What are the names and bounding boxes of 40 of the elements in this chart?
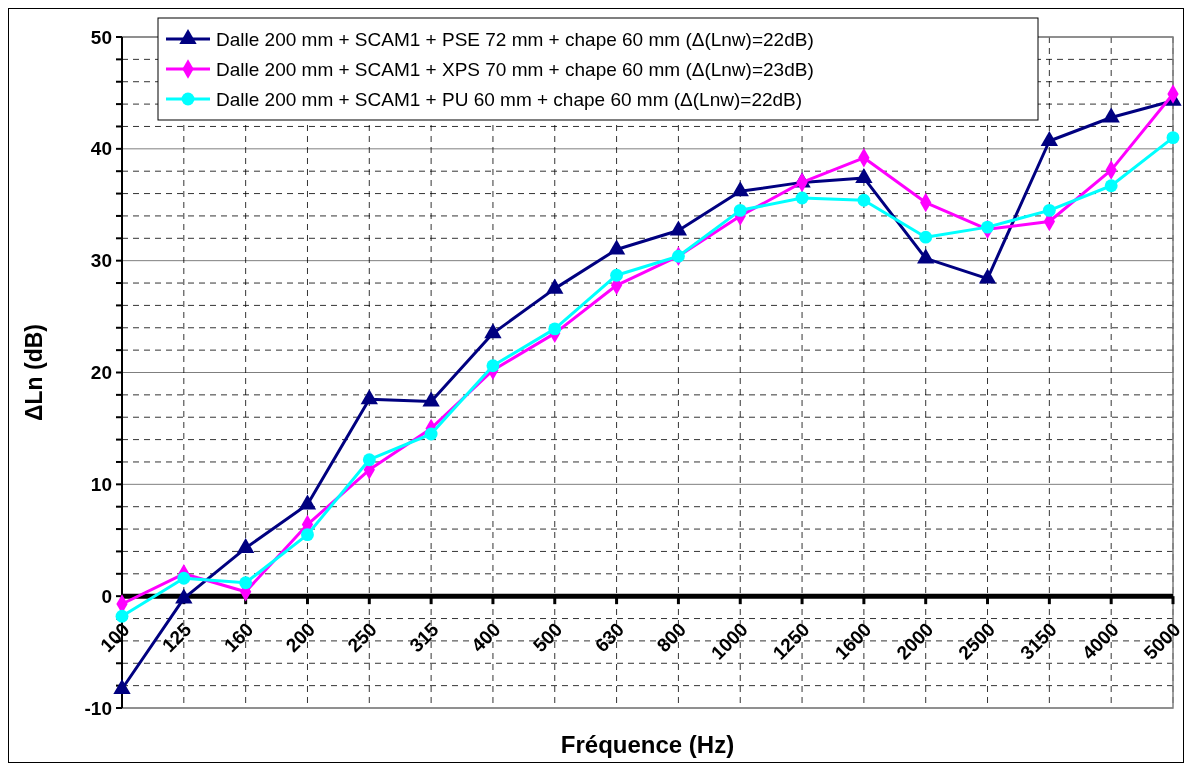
y-tick-label: 0 bbox=[101, 585, 112, 607]
point bbox=[239, 576, 253, 590]
y-tick-label: -10 bbox=[84, 697, 112, 719]
point bbox=[236, 538, 255, 554]
point bbox=[424, 427, 438, 441]
y-tick-label: 50 bbox=[90, 26, 112, 48]
point bbox=[733, 203, 747, 217]
point bbox=[795, 191, 809, 205]
legend-label: Dalle 200 mm + SCAM1 + XPS 70 mm + chape 60 mm (Δ(Lnw)=23dB) bbox=[216, 58, 814, 80]
x-tick-label: 400 bbox=[467, 618, 505, 657]
point bbox=[177, 571, 191, 585]
point bbox=[1040, 131, 1059, 147]
point bbox=[919, 230, 933, 244]
point bbox=[301, 528, 314, 542]
x-tick-label: 500 bbox=[529, 618, 567, 657]
point bbox=[362, 453, 376, 467]
legend-label: Dalle 200 mm + SCAM1 + PSE 72 mm + chape 60 mm (Δ(Lnw)=22dB) bbox=[216, 28, 814, 50]
y-tick-label: 10 bbox=[90, 473, 112, 495]
point bbox=[981, 220, 994, 234]
point bbox=[115, 609, 129, 623]
y-tick-label: 20 bbox=[90, 362, 112, 384]
point bbox=[1042, 203, 1056, 217]
x-axis-title: Fréquence (Hz) bbox=[560, 731, 735, 758]
x-tick-label: 125 bbox=[158, 618, 196, 657]
point bbox=[1166, 131, 1180, 145]
y-tick-label: 40 bbox=[90, 138, 112, 160]
point bbox=[610, 268, 624, 282]
x-tick-label: 800 bbox=[652, 618, 690, 657]
y-tick-label: 30 bbox=[90, 250, 112, 272]
point bbox=[1104, 179, 1118, 193]
x-tick-label: 315 bbox=[405, 618, 443, 657]
x-tick-label: 200 bbox=[281, 618, 319, 657]
point bbox=[857, 193, 871, 207]
point bbox=[548, 322, 562, 336]
x-tick-label: 250 bbox=[343, 618, 381, 657]
point bbox=[486, 359, 500, 373]
y-axis-title: ΔLn (dB) bbox=[21, 324, 48, 421]
x-tick-label: 630 bbox=[590, 618, 629, 657]
x-tick-label: 160 bbox=[219, 618, 258, 657]
legend-label: Dalle 200 mm + SCAM1 + PU 60 mm + chape 60 mm (Δ(Lnw)=22dB) bbox=[216, 88, 803, 110]
